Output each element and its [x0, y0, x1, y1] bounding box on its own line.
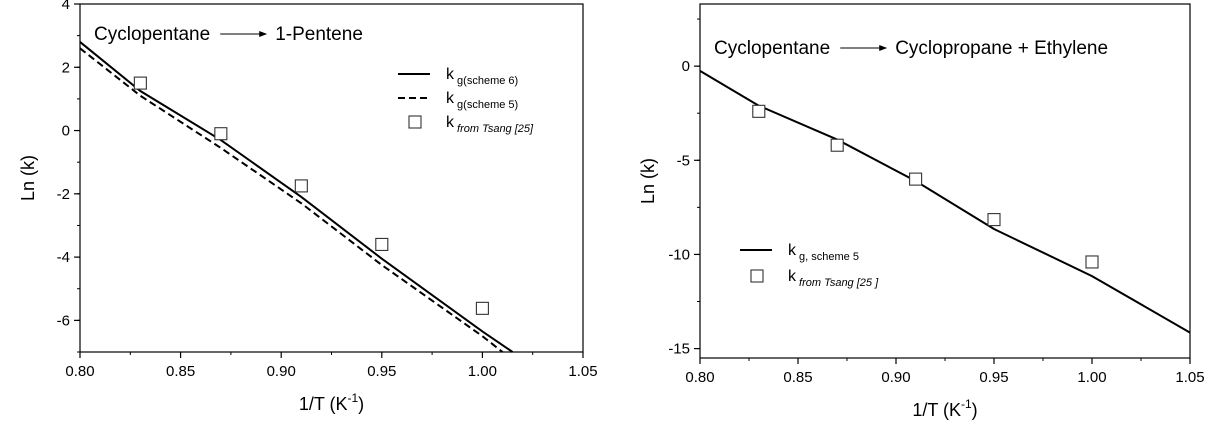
legend-marker-square — [408, 115, 422, 129]
data-point-square — [987, 213, 1001, 227]
y-tick-label: -15 — [668, 341, 690, 358]
legend-label-sub: g(scheme 5) — [454, 99, 518, 111]
x-axis-label-text: 1/T (K — [299, 394, 348, 414]
legend-label: k from Tsang [25] — [446, 114, 534, 135]
x-tick-label: 0.95 — [367, 363, 396, 380]
x-tick-label: 0.85 — [166, 363, 195, 380]
legend-label-k: k — [446, 66, 455, 83]
data-point-square — [214, 127, 228, 141]
x-tick-label: 0.80 — [65, 363, 94, 380]
x-tick-label: 0.85 — [783, 369, 812, 386]
y-axis-label: Ln (k) — [638, 158, 658, 204]
series-line-2 — [79, 47, 504, 353]
chart-title-product: 1-Pentene — [275, 24, 363, 45]
reaction-arrowhead-icon — [879, 45, 888, 51]
legend-label: k g(scheme 5) — [446, 90, 518, 111]
legend-label: k from Tsang [25 ] — [788, 268, 879, 289]
y-tick-label: 0 — [682, 58, 690, 75]
x-tick-label: 0.90 — [881, 369, 910, 386]
data-point-square — [909, 172, 923, 186]
data-point-square — [1085, 255, 1099, 269]
y-tick-label: 2 — [62, 59, 70, 76]
legend-label: k g, scheme 5 — [788, 242, 859, 263]
x-axis-label: 1/T (K-1) — [299, 391, 364, 414]
legend-label-k: k — [788, 268, 797, 285]
x-axis-label-end: ) — [358, 394, 364, 414]
chart-title-product: Cyclopropane + Ethylene — [895, 38, 1108, 59]
chart-title-reactant: Cyclopentane — [714, 38, 830, 59]
x-axis-label: 1/T (K-1) — [912, 397, 977, 420]
y-tick-label: -10 — [668, 246, 690, 263]
y-tick-label: 4 — [62, 0, 70, 13]
legend-label-sub: g, scheme 5 — [796, 251, 859, 263]
data-point-square — [752, 104, 766, 118]
data-point-square — [475, 301, 489, 315]
x-tick-label: 0.95 — [979, 369, 1008, 386]
y-tick-label: -5 — [677, 152, 690, 169]
y-tick-label: -6 — [57, 312, 70, 329]
series-line-1 — [79, 41, 514, 353]
x-tick-label: 0.80 — [685, 369, 714, 386]
x-axis-label-sup: -1 — [961, 397, 972, 411]
x-tick-label: 0.90 — [267, 363, 296, 380]
x-axis-label-text: 1/T (K — [912, 400, 961, 420]
legend-label-sub: from Tsang [25] — [454, 123, 534, 135]
data-point-square — [294, 179, 308, 193]
chart-panel-1: 0.80 0.85 0.90 0.95 1.00 1.05 -6 -4 -2 0 2 4 1/T (K-… — [18, 0, 598, 414]
legend-label-k: k — [788, 242, 797, 259]
x-tick-label: 1.05 — [568, 363, 597, 380]
y-axis-label: Ln (k) — [18, 155, 38, 201]
x-axis-label-sup: -1 — [348, 391, 359, 405]
plot-frame — [79, 3, 584, 353]
x-tick-label: 1.00 — [1077, 369, 1106, 386]
legend-label-sub: from Tsang [25 ] — [796, 277, 879, 289]
series-line-1 — [699, 69, 1191, 334]
legend-label-sub: g(scheme 6) — [454, 75, 518, 87]
legend-label: k g(scheme 6) — [446, 66, 518, 87]
data-point-square — [375, 237, 389, 251]
legend-marker-square — [750, 269, 764, 283]
y-tick-label: -2 — [57, 186, 70, 203]
y-tick-label: 0 — [62, 123, 70, 140]
data-point-square — [830, 138, 844, 152]
y-tick-label: -4 — [57, 249, 70, 266]
x-tick-label: 1.05 — [1175, 369, 1204, 386]
x-tick-label: 1.00 — [468, 363, 497, 380]
data-point-square — [133, 76, 147, 90]
x-axis-label-end: ) — [972, 400, 978, 420]
reaction-arrowhead-icon — [259, 31, 268, 37]
chart-panel-2: 0.80 0.85 0.90 0.95 1.00 1.05 -15 -10 -5 0 1/T (K-… — [638, 3, 1205, 420]
legend-label-k: k — [446, 114, 455, 131]
legend-label-k: k — [446, 90, 455, 107]
chart-title-reactant: Cyclopentane — [94, 24, 210, 45]
